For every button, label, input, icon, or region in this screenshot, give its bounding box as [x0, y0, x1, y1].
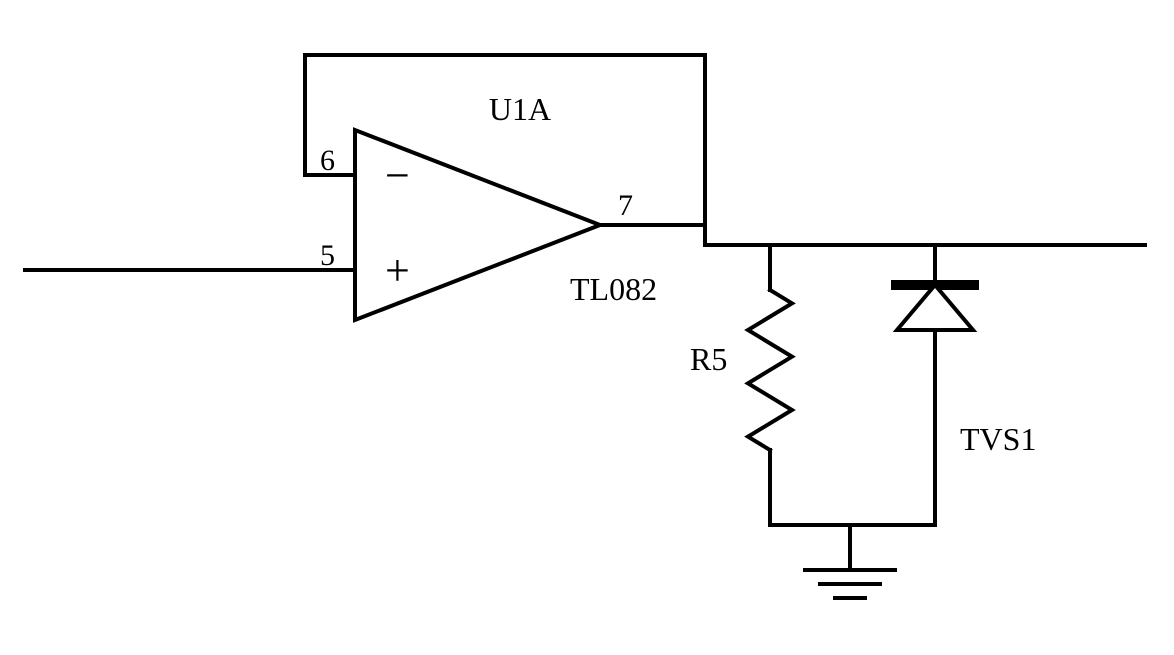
label-pin7: 7 — [618, 189, 633, 222]
opamp-minus-sign: − — [385, 151, 410, 200]
label-tl082: TL082 — [570, 271, 657, 307]
tvs-triangle — [897, 285, 973, 330]
resistor-r5 — [748, 290, 792, 450]
label-r5: R5 — [690, 341, 727, 377]
opamp-plus-sign: + — [385, 246, 410, 295]
label-pin5: 5 — [320, 239, 335, 272]
label-tvs1: TVS1 — [960, 421, 1036, 457]
label-u1a: U1A — [489, 91, 551, 127]
label-pin6: 6 — [320, 144, 335, 177]
